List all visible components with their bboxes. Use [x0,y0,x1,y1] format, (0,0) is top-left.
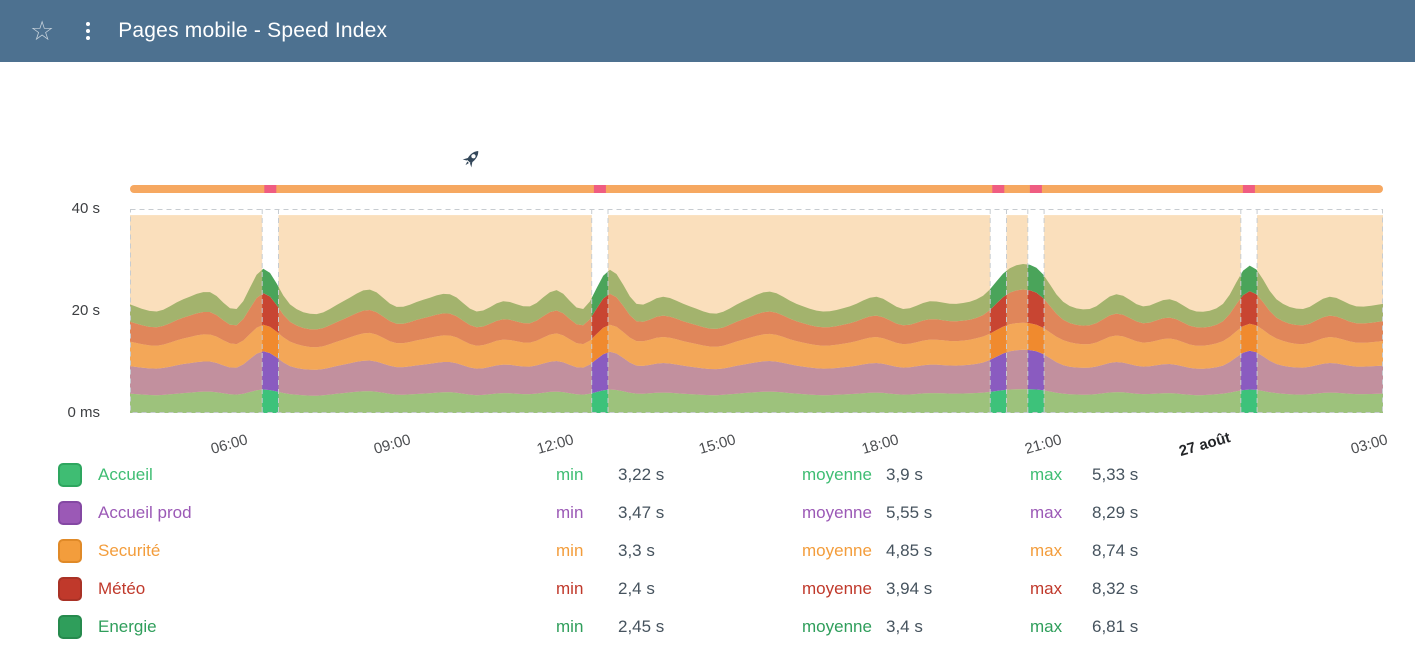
series-name: Accueil prod [98,503,192,522]
legend-row-energie[interactable]: Energie min 2,45 s moyenne 3,4 s max 6,81 s [58,608,1415,646]
x-axis-label: 12:00 [534,431,576,458]
timeline-event-marker[interactable] [992,185,1005,193]
speed-index-chart: 40 s 20 s 0 ms 06:00 09:00 12:00 15:00 18:00 21… [0,62,1415,460]
series-name: Energie [98,617,157,636]
min-value: 3,3 s [618,541,655,560]
series-swatch [58,615,82,639]
background-band-segment [1006,215,1028,413]
background-band-segment [130,215,263,413]
max-label: max [1030,503,1063,522]
y-axis-label: 20 s [71,302,100,319]
timeline-event-marker[interactable] [1242,185,1255,193]
max-value: 5,33 s [1092,465,1139,484]
series-swatch [58,539,82,563]
min-value: 3,47 s [618,503,665,522]
timeline-event-marker[interactable] [264,185,277,193]
moyenne-value: 4,85 s [886,541,933,560]
timeline-bar [130,185,1383,193]
y-axis-label: 0 ms [67,404,100,421]
max-label: max [1030,465,1063,484]
x-axis-label: 15:00 [697,431,739,458]
title-bar: ☆ Pages mobile - Speed Index [0,0,1415,62]
background-band-segment [608,215,991,413]
series-swatch [58,501,82,525]
min-label: min [556,465,584,484]
max-value: 8,74 s [1092,541,1139,560]
page-title: Pages mobile - Speed Index [118,19,388,42]
moyenne-value: 3,4 s [886,617,923,636]
moyenne-label: moyenne [802,579,872,598]
min-value: 3,22 s [618,465,665,484]
background-band-segment [1257,215,1383,413]
series-name: Accueil [98,465,153,484]
min-label: min [556,617,584,636]
moyenne-value: 3,9 s [886,465,923,484]
moyenne-value: 5,55 s [886,503,933,522]
series-name: Securité [98,541,161,560]
favorite-star-icon[interactable]: ☆ [30,15,55,46]
x-axis-label: 21:00 [1023,431,1064,458]
legend-table: Accueil min 3,22 s moyenne 3,9 s max 5,33 s Acc… [0,456,1415,646]
legend-row-securité[interactable]: Securité min 3,3 s moyenne 4,85 s max 8,74 s [58,532,1415,570]
series-swatch [58,463,82,487]
timeline-event-marker[interactable] [593,185,606,193]
max-label: max [1030,541,1063,560]
plot-border [130,209,1383,413]
min-label: min [556,503,584,522]
rocket-deploy-icon[interactable] [458,146,484,172]
min-value: 2,4 s [618,579,655,598]
kebab-menu-icon[interactable] [82,18,94,44]
x-axis-label: 09:00 [371,431,413,458]
stacked-area-chart[interactable] [130,142,1383,427]
moyenne-label: moyenne [802,617,872,636]
legend-row-météo[interactable]: Météo min 2,4 s moyenne 3,94 s max 8,32 s [58,570,1415,608]
max-label: max [1030,617,1063,636]
legend-row-accueil[interactable]: Accueil min 3,22 s moyenne 3,9 s max 5,33 s [58,456,1415,494]
x-axis-label: 03:00 [1348,431,1390,458]
legend-row-accueil-prod[interactable]: Accueil prod min 3,47 s moyenne 5,55 s max 8,2… [58,494,1415,532]
max-label: max [1030,579,1063,598]
y-axis-label: 40 s [71,200,100,217]
max-value: 6,81 s [1092,617,1139,636]
moyenne-label: moyenne [802,541,872,560]
min-value: 2,45 s [618,617,665,636]
x-axis-label: 06:00 [208,431,250,458]
moyenne-label: moyenne [802,465,872,484]
max-value: 8,32 s [1092,579,1139,598]
min-label: min [556,579,584,598]
moyenne-value: 3,94 s [886,579,933,598]
background-band-segment [1044,215,1241,413]
moyenne-label: moyenne [802,503,872,522]
min-label: min [556,541,584,560]
max-value: 8,29 s [1092,503,1139,522]
series-swatch [58,577,82,601]
timeline-event-marker[interactable] [1029,185,1042,193]
x-axis-label: 18:00 [860,431,901,458]
series-name: Météo [98,579,146,598]
background-band-segment [278,215,592,413]
